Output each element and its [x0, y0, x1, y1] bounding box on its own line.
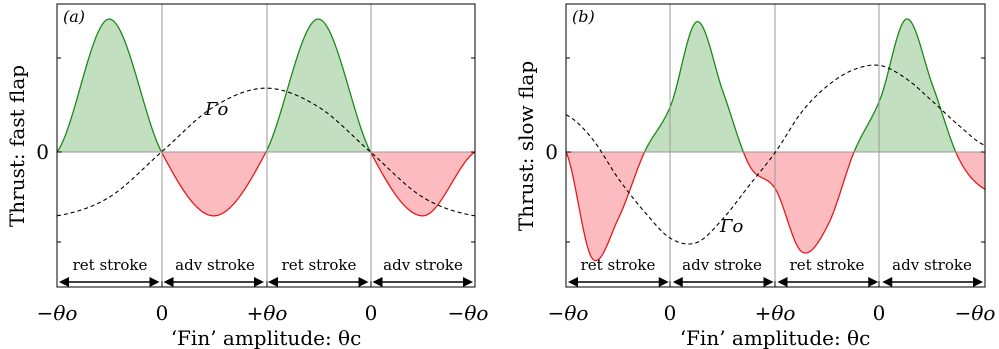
positive-thrust-area-b-3: [644, 21, 744, 152]
negative-thrust-line-a-4: [369, 151, 476, 217]
stroke-label-b-4: adv stroke: [892, 256, 972, 274]
stroke-arrow-a-3: [268, 277, 369, 287]
stroke-arrow-b-2: [672, 277, 774, 287]
stroke-label-b-1: ret stroke: [581, 256, 656, 274]
panel-label-a: (a): [63, 7, 85, 26]
stroke-label-a-1: ret stroke: [73, 256, 148, 274]
positive-thrust-area-a-3: [266, 19, 371, 152]
x-tick-label-b-3: +θo: [755, 301, 796, 325]
positive-thrust-line-a-1: [56, 18, 163, 153]
negative-thrust-line-b-2: [565, 151, 646, 262]
positive-thrust-area-a-1: [57, 19, 162, 152]
stroke-arrow-a-1: [59, 277, 160, 287]
y-axis-label-a: Thrust: fast flap: [5, 65, 29, 227]
x-tick-label-a-2: 0: [156, 301, 169, 325]
x-tick-label-b-1: −θo: [548, 301, 589, 325]
stroke-label-a-3: ret stroke: [282, 256, 357, 274]
negative-thrust-area-b-6: [955, 152, 985, 190]
x-tick-label-a-1: −θo: [37, 301, 78, 325]
y-tick-label-a: 0: [36, 140, 49, 164]
panel-a: (a) Γo ret stroke adv stroke ret stroke …: [5, 3, 489, 349]
negative-thrust-area-a-4: [370, 152, 475, 216]
gamma-curve-a: [56, 87, 476, 217]
positive-thrust-area-b-5: [854, 18, 956, 152]
positive-thrust-line-b-3: [643, 20, 744, 153]
x-axis-label-b: ‘Fin’ amplitude: θc: [680, 326, 871, 349]
gamma-curve-b: [565, 64, 986, 245]
negative-thrust-area-a-2: [161, 152, 266, 216]
panel-b: (b) Γo ret stroke adv stroke ret stroke …: [514, 3, 996, 349]
negative-thrust-line-b-4: [742, 151, 855, 254]
negative-thrust-area-b-2: [566, 152, 645, 261]
stroke-arrow-b-4: [882, 277, 983, 287]
stroke-arrow-b-3: [777, 277, 879, 287]
stroke-label-a-4: adv stroke: [383, 256, 463, 274]
stroke-arrow-a-4: [372, 277, 473, 287]
negative-thrust-line-b-6: [955, 151, 986, 190]
plot-area-b: [565, 3, 986, 288]
stroke-arrow-b-1: [568, 277, 669, 287]
stroke-label-b-3: ret stroke: [790, 256, 865, 274]
positive-thrust-line-b-5: [853, 18, 957, 153]
x-tick-label-b-4: 0: [873, 301, 886, 325]
stroke-label-a-2: adv stroke: [175, 256, 255, 274]
axes-frame-a: [56, 3, 476, 288]
gamma-label-a: Γo: [204, 99, 228, 120]
x-tick-label-a-5: −θo: [448, 301, 489, 325]
negative-thrust-line-a-2: [160, 151, 267, 217]
x-tick-label-b-2: 0: [664, 301, 677, 325]
stroke-arrow-a-2: [163, 277, 264, 287]
x-tick-label-b-5: −θo: [955, 301, 996, 325]
y-tick-label-b: 0: [545, 140, 558, 164]
plot-area-a: [56, 3, 476, 288]
stroke-label-b-2: adv stroke: [682, 256, 762, 274]
gamma-label-b: Γo: [719, 216, 743, 237]
x-tick-label-a-3: +θo: [247, 301, 288, 325]
positive-thrust-line-a-3: [265, 18, 372, 153]
x-axis-label-a: ‘Fin’ amplitude: θc: [171, 326, 362, 349]
panel-label-b: (b): [572, 7, 595, 26]
x-tick-label-a-4: 0: [365, 301, 378, 325]
y-axis-label-b: Thrust: slow flap: [514, 61, 538, 231]
